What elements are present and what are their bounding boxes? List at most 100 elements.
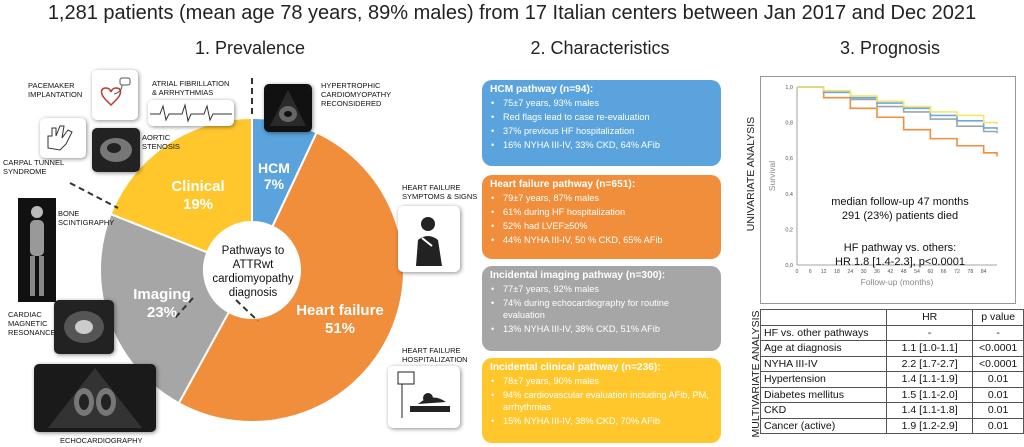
- x-tick-label: 78: [967, 269, 973, 275]
- label-hf-symptoms: HEART FAILURE SYMPTOMS & SIGNS: [402, 183, 478, 201]
- table-cell: -: [886, 324, 974, 341]
- card-imaging-item: 77±7 years, 92% males: [490, 284, 713, 296]
- center-line-2: ATTRwt: [232, 259, 274, 271]
- imaging-name: Imaging: [133, 286, 191, 303]
- hand-icon: [40, 118, 86, 158]
- x-tick-label: 12: [821, 269, 827, 275]
- card-hf-item: 52% had LVEF≥50%: [490, 221, 713, 233]
- table-cell: NYHA III-IV: [759, 355, 888, 372]
- card-clinical-item: 78±7 years, 90% males: [490, 376, 713, 388]
- table-cell: -: [972, 324, 1024, 341]
- table-row: Age at diagnosis 1.1 [1.0-1.1] <0.0001: [759, 340, 1024, 357]
- person-coughing-icon: [398, 206, 460, 272]
- clinical-name: Clinical: [171, 178, 225, 195]
- center-line-4: diagnosis: [228, 287, 278, 299]
- km-series-line-1: [797, 86, 998, 134]
- hcm-pct: 7%: [263, 176, 285, 192]
- x-tick-label: 6: [809, 269, 812, 275]
- card-hcm-item: Red flags lead to case re-evaluation: [490, 112, 713, 124]
- table-cell: CKD: [759, 402, 888, 419]
- x-axis-label: Follow-up (months): [861, 277, 934, 287]
- y-tick-label: 0,6: [785, 156, 793, 162]
- label-carpal: CARPAL TUNNEL SYNDROME: [3, 158, 65, 176]
- hcm-echo-image-icon: [264, 84, 312, 132]
- table-cell: 1.9 [1.2-2.9]: [886, 417, 974, 434]
- center-line-3: cardiomyopathy: [212, 273, 294, 285]
- cmr-image-icon: [54, 300, 114, 354]
- table-cell: 1.5 [1.1-2.0]: [886, 386, 974, 403]
- km-series-line-2: [797, 86, 998, 130]
- card-hcm-item: 16% NYHA III-IV, 33% CKD, 64% AFib: [490, 140, 713, 152]
- clinical-pct: 19%: [182, 196, 214, 213]
- heart-failure-pct: 51%: [324, 320, 356, 337]
- card-hf-item: 61% during HF hospitalization: [490, 207, 713, 219]
- table-cell: 0.01: [972, 371, 1024, 388]
- table-cell: 1.4 [1.1-1.8]: [886, 402, 974, 419]
- x-tick-label: 66: [941, 269, 947, 275]
- card-imaging-item: 74% during echocardiography for routine …: [490, 298, 713, 321]
- table-header-cell: [759, 309, 888, 326]
- figure-title: 1,281 patients (mean age 78 years, 89% m…: [47, 2, 977, 24]
- card-hcm: HCM pathway (n=94): 75±7 years, 93% male…: [482, 80, 721, 166]
- echocardiography-image-icon: [34, 364, 156, 432]
- table-cell: <0.0001: [972, 355, 1024, 372]
- aortic-echo-image-icon: [92, 128, 140, 172]
- separator-left: [69, 182, 119, 209]
- bone-scintigraphy-image-icon: [18, 198, 56, 302]
- table-row: Diabetes mellitus 1.5 [1.1-2.0] 0.01: [759, 386, 1024, 403]
- characteristics-heading: 2. Characteristics: [530, 38, 670, 58]
- card-imaging-item: 13% NYHA III-IV, 38% CKD, 51% AFib: [490, 324, 713, 336]
- table-cell: 0.01: [972, 402, 1024, 419]
- table-cell: Cancer (active): [759, 417, 888, 434]
- table-cell: Hypertension: [759, 371, 888, 388]
- segment-label-heart-failure: Heart failure 51%: [290, 302, 390, 338]
- prevalence-donut: [69, 78, 405, 423]
- prognosis-heading: 3. Prognosis: [839, 38, 941, 58]
- label-echo: ECHOCARDIOGRAPHY: [60, 436, 143, 445]
- table-row: Hypertension 1.4 [1.1-1.9] 0.01: [759, 371, 1024, 388]
- x-tick-label: 24: [847, 269, 853, 275]
- x-tick-label: 48: [901, 269, 907, 275]
- card-hcm-title: HCM pathway (n=94):: [490, 84, 594, 95]
- table-cell: 0.01: [972, 386, 1024, 403]
- segment-label-clinical: Clinical 19%: [158, 178, 238, 214]
- table-header-cell: p value: [972, 309, 1024, 326]
- table-cell: <0.0001: [972, 340, 1024, 357]
- x-tick-label: 36: [874, 269, 880, 275]
- card-imaging: Incidental imaging pathway (n=300): 77±7…: [482, 266, 721, 351]
- ecg-icon: [148, 100, 234, 126]
- km-series-line-0: [797, 86, 998, 157]
- donut-center-text: Pathways to ATTRwt cardiomyopathy diagno…: [198, 244, 308, 300]
- hr-line-1: HF pathway vs. others:: [843, 242, 957, 254]
- followup-line-2: 291 (23%) patients died: [841, 210, 959, 222]
- x-tick-label: 30: [861, 269, 867, 275]
- separator-bottom-left: [174, 297, 194, 319]
- table-header-row: HR p value: [759, 309, 1024, 326]
- prevalence-heading: 1. Prevalence: [194, 38, 306, 58]
- label-bone: BONE SCINTIGRAPHY: [58, 209, 115, 227]
- separator-bottom: [235, 299, 259, 322]
- x-tick-label: 72: [954, 269, 960, 275]
- imaging-pct: 23%: [146, 304, 178, 321]
- table-row: HF vs. other pathways - -: [759, 324, 1024, 341]
- label-pacemaker: PACEMAKER IMPLANTATION: [28, 81, 83, 99]
- card-hcm-item: 37% previous HF hospitalization: [490, 126, 713, 138]
- pacemaker-icon: [92, 70, 138, 120]
- hcm-name: HCM: [258, 160, 290, 176]
- label-aortic: AORTIC STENOSIS: [142, 133, 180, 151]
- card-clinical-item: 94% cardiovascular evaluation including …: [490, 390, 713, 413]
- followup-line-1: median follow-up 47 months: [831, 196, 969, 208]
- km-chart-panel: 0,0 0,2 0,4 0,6 0,8 1,0 0 6 12 18 24 30 36 42 48 54 60 66…: [760, 76, 1016, 304]
- y-tick-label: 0,8: [785, 121, 793, 127]
- card-clinical: Incidental clinical pathway (n=236): 78±…: [482, 358, 721, 443]
- card-heart-failure: Heart failure pathway (n=651): 79±7 year…: [482, 175, 721, 259]
- y-tick-label: 0,0: [785, 263, 793, 269]
- y-tick-label: 1,0: [785, 85, 793, 91]
- x-tick-label: 18: [834, 269, 840, 275]
- label-afib: ATRIAL FIBRILLATION & ARRHYTHMIAS: [152, 79, 230, 97]
- y-tick-label: 0,4: [785, 192, 793, 198]
- km-chart: 0,0 0,2 0,4 0,6 0,8 1,0 0 6 12 18 24 30 36 42 48 54 60 66…: [767, 85, 998, 287]
- table-header-cell: HR: [886, 309, 974, 326]
- card-hf-item: 79±7 years, 87% males: [490, 193, 713, 205]
- table-cell: 0.01: [972, 417, 1024, 434]
